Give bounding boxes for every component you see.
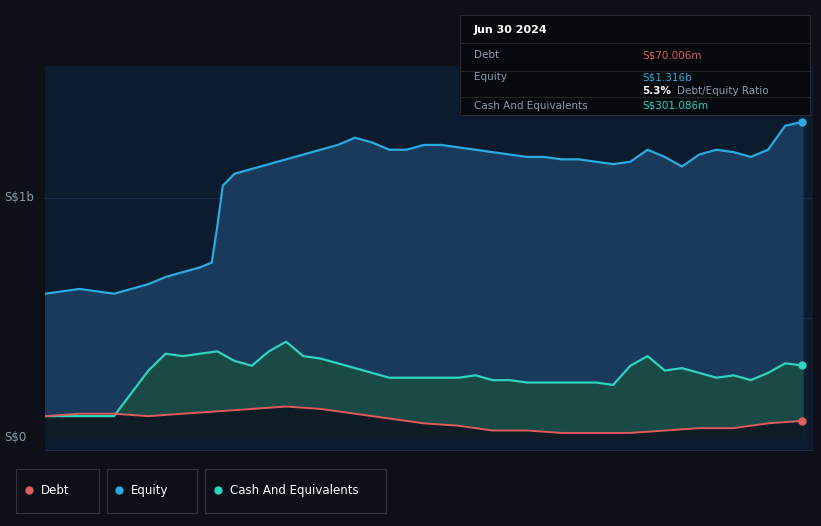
Text: Equity: Equity [131,484,169,497]
Text: S$0: S$0 [4,431,26,444]
Text: Cash And Equivalents: Cash And Equivalents [474,101,588,111]
Text: S$70.006m: S$70.006m [642,50,701,60]
Text: S$301.086m: S$301.086m [642,101,709,111]
Text: Debt: Debt [41,484,70,497]
Text: S$1.316b: S$1.316b [642,72,692,82]
Text: Jun 30 2024: Jun 30 2024 [474,25,548,35]
Text: Cash And Equivalents: Cash And Equivalents [230,484,359,497]
Text: Equity: Equity [474,72,507,82]
Text: Debt/Equity Ratio: Debt/Equity Ratio [677,86,768,96]
Text: S$1b: S$1b [4,191,34,204]
Text: Debt: Debt [474,50,499,60]
Text: 5.3%: 5.3% [642,86,671,96]
